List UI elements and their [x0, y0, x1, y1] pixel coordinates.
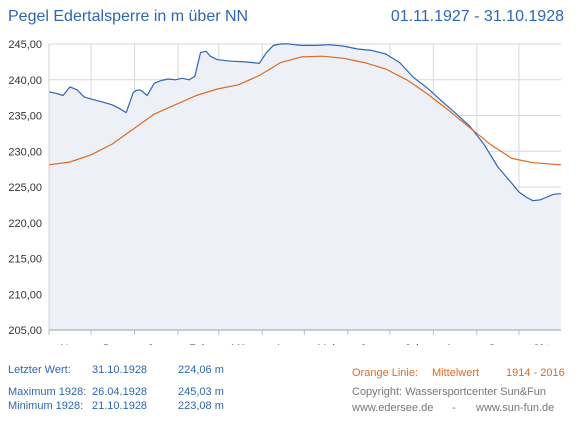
legend-mean-label: Mittelwert	[432, 367, 480, 379]
site-link-sun-fun[interactable]: www.sun-fun.de	[476, 402, 555, 414]
x-tick-label: Mär	[231, 343, 250, 345]
chart-title: Pegel Edertalsperre in m über NN	[8, 8, 249, 25]
series-1928-area	[49, 43, 561, 331]
last-value-value: 224,06 m	[178, 364, 224, 376]
y-tick-label: 230,00	[8, 146, 42, 158]
y-tick-label: 225,00	[8, 182, 42, 194]
x-tick-label: Sep	[488, 343, 508, 345]
y-tick-label: 205,00	[8, 325, 42, 337]
last-value-date: 31.10.1928	[92, 364, 148, 376]
x-tick-label: Aug	[445, 343, 465, 345]
date-range: 01.11.1927 - 31.10.1928	[390, 8, 564, 25]
series-1928-line	[48, 43, 562, 202]
y-tick-label: 245,00	[8, 39, 42, 51]
site-link-edersee[interactable]: www.edersee.de	[352, 402, 434, 414]
maximum-value: 245,03 m	[178, 386, 224, 398]
maximum-label: Maximum 1928:	[8, 386, 87, 398]
minimum-value: 223,08 m	[178, 400, 224, 412]
line-chart: 205,00 210,00 215,00 220,00 225,00 230,00 235,…	[8, 39, 562, 345]
copyright-text: Copyright: Wassersportcenter Sun&Fun	[352, 386, 547, 398]
last-value-label: Letzter Wert:	[8, 364, 71, 376]
x-tick-label: Nov	[60, 343, 80, 345]
site-separator: -	[452, 402, 456, 414]
x-tick-label: Feb	[189, 343, 208, 345]
series-mean-line	[48, 55, 562, 166]
x-tick-label: Dez	[103, 343, 123, 345]
x-tick-label: Jan	[147, 343, 165, 345]
y-tick-label: 215,00	[8, 254, 42, 266]
legend-orange-label: Orange Linie:	[352, 367, 419, 379]
x-tick-label: Okt	[532, 343, 549, 345]
x-tick-label: Jun	[360, 343, 378, 345]
maximum-date: 26.04.1928	[92, 386, 148, 398]
y-tick-label: 235,00	[8, 111, 42, 123]
y-tick-label: 220,00	[8, 218, 42, 230]
minimum-date: 21.10.1928	[92, 400, 148, 412]
y-tick-label: 210,00	[8, 289, 42, 301]
x-tick-label: Apr	[275, 343, 292, 345]
y-tick-label: 240,00	[8, 75, 42, 87]
legend-mean-range: 1914 - 2016	[506, 367, 565, 379]
x-tick-label: Jul	[405, 343, 419, 345]
x-tick-label: Mai	[317, 343, 335, 345]
minimum-label: Minimum 1928:	[8, 400, 84, 412]
